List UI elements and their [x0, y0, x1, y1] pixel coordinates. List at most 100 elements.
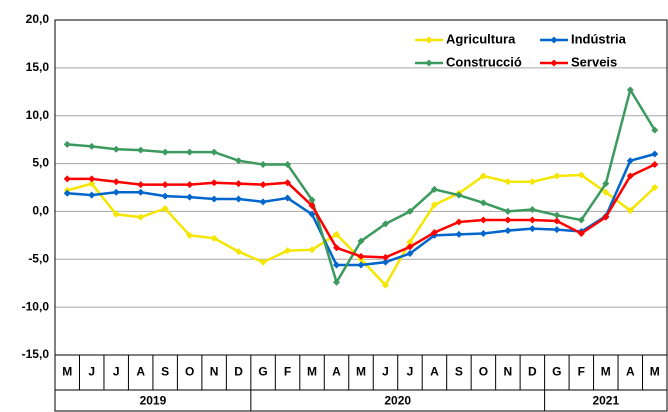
data-point — [333, 244, 341, 252]
data-point — [553, 217, 561, 225]
x-tick-label: J — [407, 365, 414, 379]
data-point — [577, 229, 585, 237]
data-point — [381, 281, 389, 289]
data-point — [161, 192, 169, 200]
data-point — [88, 142, 96, 150]
x-tick-label: D — [234, 365, 243, 379]
data-point — [63, 189, 71, 197]
data-point — [406, 238, 414, 246]
x-tick-label: S — [161, 365, 169, 379]
x-tick-label: O — [479, 365, 488, 379]
data-point — [284, 161, 292, 169]
x-tick-label: M — [601, 365, 611, 379]
year-label: 2020 — [384, 394, 411, 408]
x-tick-label: J — [88, 365, 95, 379]
data-point — [504, 216, 512, 224]
data-point — [479, 216, 487, 224]
data-point — [455, 230, 463, 238]
x-tick-label: A — [332, 365, 341, 379]
data-point — [528, 216, 536, 224]
data-point — [528, 206, 536, 214]
data-point — [602, 180, 610, 188]
data-point — [235, 180, 243, 188]
x-tick-label: N — [210, 365, 219, 379]
y-tick-label: -10,0 — [22, 299, 50, 313]
data-point — [357, 252, 365, 260]
x-tick-label: A — [136, 365, 145, 379]
year-label: 2021 — [592, 394, 619, 408]
data-point — [259, 181, 267, 189]
x-tick-label: M — [356, 365, 366, 379]
data-point — [553, 211, 561, 219]
data-point — [651, 184, 659, 191]
data-point — [210, 195, 218, 203]
y-tick-label: 5,0 — [32, 156, 49, 170]
data-point — [284, 247, 292, 255]
data-point — [235, 248, 243, 256]
data-point — [137, 181, 145, 189]
data-point — [137, 188, 145, 196]
data-point — [112, 178, 120, 186]
x-tick-label: M — [307, 365, 317, 379]
data-point — [284, 179, 292, 187]
data-point — [161, 181, 169, 189]
data-point — [406, 250, 414, 258]
data-point — [308, 196, 316, 204]
data-point — [504, 227, 512, 235]
data-point — [112, 210, 120, 218]
data-point — [381, 258, 389, 266]
data-point — [308, 210, 316, 218]
legend-label: Serveis — [571, 54, 617, 69]
series-line — [67, 152, 656, 267]
x-tick-label: F — [578, 365, 585, 379]
legend-label: Indústria — [571, 31, 627, 46]
data-point — [406, 243, 414, 251]
data-point — [210, 234, 218, 242]
data-point — [308, 202, 316, 210]
data-point — [333, 230, 341, 238]
data-point — [651, 126, 659, 134]
data-point — [186, 181, 194, 189]
data-point — [259, 258, 267, 266]
data-point — [357, 237, 365, 245]
data-point — [137, 213, 145, 221]
data-point — [406, 207, 414, 215]
data-point — [308, 246, 316, 254]
data-point — [137, 146, 145, 154]
data-point — [602, 213, 610, 221]
x-tick-label: A — [430, 365, 439, 379]
data-point — [186, 231, 194, 239]
y-tick-label: 20,0 — [26, 12, 50, 26]
x-tick-label: J — [113, 365, 120, 379]
x-tick-label: G — [258, 365, 267, 379]
y-tick-label: 15,0 — [26, 60, 50, 74]
data-point — [602, 188, 610, 196]
data-point — [381, 253, 389, 261]
data-point — [479, 172, 487, 180]
data-point — [479, 229, 487, 237]
x-tick-label: F — [284, 365, 291, 379]
data-point — [235, 195, 243, 203]
legend-swatch — [425, 36, 433, 44]
x-tick-label: M — [62, 365, 72, 379]
x-tick-label: A — [626, 365, 635, 379]
legend-swatch — [550, 36, 558, 44]
data-point — [210, 148, 218, 156]
data-point — [259, 198, 267, 206]
data-point — [626, 206, 634, 214]
data-point — [651, 161, 659, 169]
legend-label: Agricultura — [446, 31, 516, 46]
data-point — [161, 148, 169, 156]
data-point — [88, 175, 96, 183]
data-point — [455, 191, 463, 199]
y-tick-label: -5,0 — [28, 251, 49, 265]
data-point — [284, 194, 292, 202]
legend-label: Construcció — [446, 54, 522, 69]
x-tick-label: N — [504, 365, 513, 379]
data-point — [577, 216, 585, 224]
data-point — [626, 86, 634, 94]
data-point — [63, 140, 71, 148]
data-point — [259, 161, 267, 169]
x-tick-label: G — [552, 365, 561, 379]
